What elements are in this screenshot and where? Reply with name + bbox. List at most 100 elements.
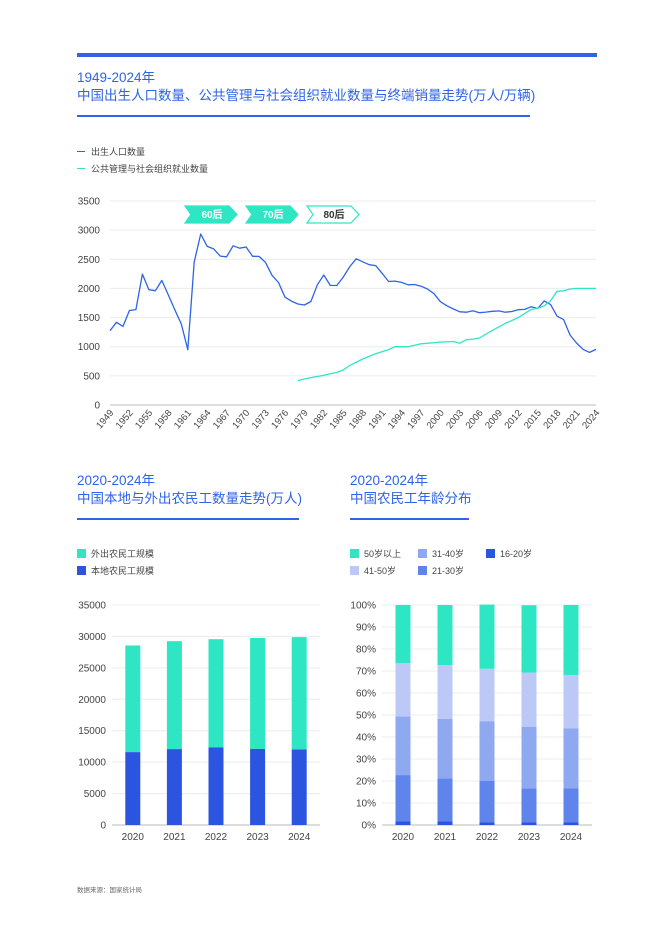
legend-label-outbound: 外出农民工规模 xyxy=(91,549,155,559)
line-chart: 0500100015002000250030003500194919521955… xyxy=(78,197,603,432)
age-bar-segment xyxy=(479,604,495,669)
age-bar-segment xyxy=(563,728,579,789)
era-badge xyxy=(305,205,360,224)
legend-swatch-births xyxy=(77,150,85,153)
x-tick-label: 2012 xyxy=(503,408,525,431)
legend-label-50plus: 50岁以上 xyxy=(364,549,402,559)
age-bar-segment xyxy=(563,605,579,675)
migrant-bar-segment xyxy=(250,637,266,749)
left-section-title: 2020-2024年 中国本地与外出农民工数量走势(万人) xyxy=(77,472,302,508)
left-section-text: 中国本地与外出农民工数量走势(万人) xyxy=(77,491,302,506)
series-line-births xyxy=(109,233,597,354)
x-tick-label: 1985 xyxy=(328,408,350,431)
age-bar-segment xyxy=(521,605,537,673)
legend-item-local: 本地农民工规模 xyxy=(77,562,154,579)
x-tick-label: 2020 xyxy=(122,832,145,843)
left-section-underline xyxy=(77,518,299,520)
migrant-bar-segment xyxy=(291,749,307,825)
migrant-bar-segment xyxy=(250,748,266,825)
migrant-bar-segment xyxy=(291,637,307,750)
main-title-underline xyxy=(77,115,530,117)
right-section-title: 2020-2024年 中国农民工年龄分布 xyxy=(350,472,472,508)
legend-item-outbound: 外出农民工规模 xyxy=(77,545,154,562)
era-badge-label: 80后 xyxy=(323,208,344,221)
age-bar-segment xyxy=(479,822,495,825)
legend-swatch-21-30 xyxy=(418,566,427,575)
age-bar-segment xyxy=(437,718,453,779)
x-tick-label: 1997 xyxy=(405,408,427,431)
age-bar-segment xyxy=(395,663,411,717)
legend-item-50plus: 50岁以上 xyxy=(350,545,418,562)
x-tick-label: 1952 xyxy=(114,408,136,431)
y-tick-label: 35000 xyxy=(78,601,106,612)
legend-label-41-50: 41-50岁 xyxy=(364,566,397,576)
y-tick-label: 1500 xyxy=(78,313,101,324)
y-tick-label: 1000 xyxy=(78,342,101,353)
x-tick-label: 2024 xyxy=(580,408,602,431)
right-section-years: 2020-2024年 xyxy=(350,473,429,488)
legend-label-local: 本地农民工规模 xyxy=(91,566,155,576)
age-bar-segment xyxy=(521,672,537,727)
x-tick-label: 2024 xyxy=(288,832,311,843)
era-badge xyxy=(244,205,299,224)
x-tick-label: 2023 xyxy=(518,832,541,843)
x-tick-label: 1955 xyxy=(133,408,155,431)
right-section-underline xyxy=(350,518,469,520)
age-bar-segment xyxy=(437,605,453,666)
y-tick-label: 5000 xyxy=(84,789,107,800)
age-bar-segment xyxy=(395,716,411,776)
y-tick-label: 0 xyxy=(94,401,100,412)
legend-item-births: 出生人口数量 xyxy=(77,143,208,160)
y-tick-label: 60% xyxy=(356,689,376,700)
era-badge-label: 70后 xyxy=(262,208,283,221)
x-tick-label: 2000 xyxy=(425,408,447,431)
legend-item-16-20: 16-20岁 xyxy=(486,545,554,562)
y-tick-label: 25000 xyxy=(78,663,106,674)
legend-label-public-admin: 公共管理与社会组织就业数量 xyxy=(91,164,209,174)
age-bar-segment xyxy=(521,788,537,823)
migrant-bar-segment xyxy=(208,747,224,825)
legend-item-21-30: 21-30岁 xyxy=(418,562,486,579)
legend-item-41-50: 41-50岁 xyxy=(350,562,418,579)
y-tick-label: 90% xyxy=(356,623,376,634)
age-bar-segment xyxy=(437,821,453,825)
y-tick-label: 0 xyxy=(100,821,106,832)
x-tick-label: 1958 xyxy=(153,408,175,431)
migrant-bar-segment xyxy=(166,749,182,825)
x-tick-label: 2018 xyxy=(541,408,563,431)
y-tick-label: 80% xyxy=(356,645,376,656)
legend-item-public-admin: 公共管理与社会组织就业数量 xyxy=(77,160,208,177)
age-bar-segment xyxy=(395,605,411,664)
y-tick-label: 10% xyxy=(356,799,376,810)
age-distribution-bar-chart: 0% 10% 20% 30% 40% 50% 60% 70% 80% 90% 100% 2020 202… xyxy=(350,601,592,843)
y-tick-label: 100% xyxy=(350,601,376,612)
migrant-bar-segment xyxy=(125,645,141,753)
main-title: 1949-2024年 中国出生人口数量、公共管理与社会组织就业数量与终端销量走势… xyxy=(77,69,535,105)
x-tick-label: 1991 xyxy=(366,408,388,431)
x-tick-label: 2023 xyxy=(246,832,269,843)
top-accent-bar xyxy=(77,53,597,57)
age-bar-segment xyxy=(521,822,537,825)
age-bar-segment xyxy=(479,668,495,722)
y-tick-label: 70% xyxy=(356,667,376,678)
line-chart-legend: 出生人口数量 公共管理与社会组织就业数量 xyxy=(77,143,208,177)
left-section-years: 2020-2024年 xyxy=(77,473,156,488)
x-tick-label: 2015 xyxy=(522,408,544,431)
age-bar-segment xyxy=(521,726,537,789)
source-note: 数据来源：国家统计局 xyxy=(77,887,142,894)
x-tick-label: 2022 xyxy=(476,832,499,843)
x-tick-label: 1979 xyxy=(289,408,311,431)
age-bar-segment xyxy=(479,781,495,823)
legend-item-31-40: 31-40岁 xyxy=(418,545,486,562)
y-tick-label: 20% xyxy=(356,777,376,788)
age-bar-segment xyxy=(563,674,579,729)
x-tick-label: 2021 xyxy=(434,832,457,843)
legend-swatch-local xyxy=(77,566,86,575)
x-tick-label: 1994 xyxy=(386,408,408,431)
age-bar-segment xyxy=(479,721,495,781)
x-tick-label: 1967 xyxy=(211,408,233,431)
x-tick-label: 1961 xyxy=(172,408,194,431)
y-tick-label: 20000 xyxy=(78,695,106,706)
age-bar-segment xyxy=(563,788,579,823)
x-tick-label: 2006 xyxy=(464,408,486,431)
